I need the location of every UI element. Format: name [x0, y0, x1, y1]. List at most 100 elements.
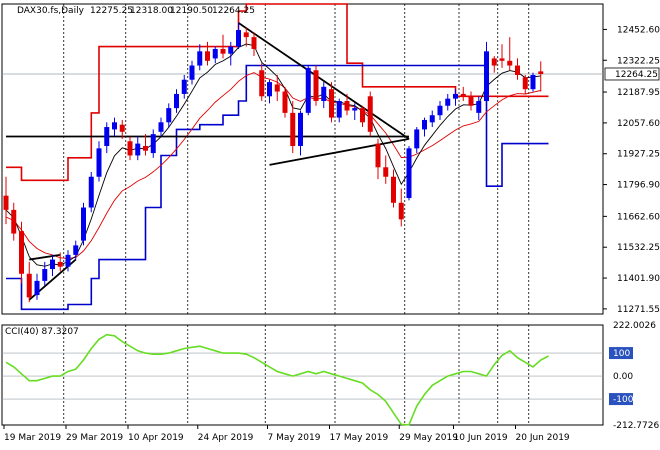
candle-body — [251, 37, 257, 49]
candle-body — [65, 254, 71, 267]
candle-body — [197, 51, 203, 66]
candle-body — [158, 122, 164, 132]
date-label: 19 Mar 2019 — [4, 433, 61, 443]
candle-body — [135, 143, 141, 156]
candle-body — [344, 101, 350, 111]
chart-header-close: 12264.25 — [212, 6, 255, 16]
candle-body — [119, 124, 125, 132]
date-label: 10 Apr 2019 — [128, 433, 184, 443]
date-label: 29 Mar 2019 — [66, 433, 123, 443]
cci-label: CCI(40) 87.3207 — [5, 327, 79, 337]
chart-header-high: 12318.00 — [130, 6, 173, 16]
price-tick-label: 11532.25 — [617, 243, 660, 253]
cci-panel — [2, 333, 603, 426]
candle-body — [212, 48, 218, 59]
candle-body — [127, 141, 133, 156]
candle-body — [414, 129, 420, 149]
slow-moving-average — [5, 72, 541, 259]
candle-body — [26, 273, 32, 298]
candle-body — [174, 93, 179, 109]
date-label: 20 Jun 2019 — [516, 433, 570, 443]
price-tick-label: 11796.90 — [617, 181, 660, 191]
candle-body — [484, 51, 489, 102]
cci-tick-label: 0.00 — [613, 372, 633, 382]
candle-body — [50, 259, 55, 270]
candle-body — [437, 105, 443, 116]
price-tick-label: 12452.60 — [617, 25, 660, 35]
candle-body — [73, 245, 79, 255]
cci-tick-label: 100 — [613, 349, 630, 359]
candle-body — [329, 89, 334, 118]
candle-body — [298, 112, 303, 146]
candle-body — [360, 108, 365, 123]
candle-body — [367, 96, 373, 132]
date-label: 24 Apr 2019 — [198, 433, 254, 443]
candle-body — [205, 51, 210, 61]
candle-body — [88, 176, 94, 208]
date-label: 29 May 2019 — [399, 433, 458, 443]
candle-body — [57, 261, 63, 267]
cci-tick-label: 222.0026 — [613, 321, 656, 331]
price-tick-label: 12322.25 — [617, 56, 660, 66]
candle-body — [391, 176, 396, 203]
current-price-tag — [604, 67, 660, 81]
candle-body — [11, 209, 17, 234]
candle-body — [243, 32, 249, 38]
lower-channel-line — [6, 64, 549, 311]
candle-body — [460, 93, 466, 97]
candle-body — [282, 91, 288, 113]
price-tick-label: 11401.90 — [617, 274, 660, 284]
candle-body — [259, 70, 265, 97]
candle-body — [274, 84, 280, 92]
candle-body — [336, 101, 342, 118]
cci-tick-label: -212.7726 — [613, 421, 659, 431]
candle-body — [236, 30, 241, 47]
cci-level-tag — [609, 347, 633, 360]
price-tick-label: 12057.60 — [617, 119, 660, 129]
date-label: 17 May 2019 — [330, 433, 389, 443]
candle-body — [181, 79, 187, 94]
fast-moving-average — [5, 43, 541, 267]
candle-body — [34, 280, 40, 296]
candle-body — [468, 96, 474, 106]
candle-body — [429, 115, 435, 123]
candle-body — [398, 202, 404, 220]
candle-body — [150, 134, 156, 154]
candle-body — [352, 108, 358, 111]
candle-body — [499, 58, 505, 61]
candle-body — [522, 77, 528, 90]
cci-panel-frame — [1, 324, 604, 426]
candle-body — [453, 93, 458, 99]
candle-body — [112, 122, 117, 130]
price-panel — [2, 3, 603, 311]
trendline — [269, 138, 410, 166]
price-tick-label: 12187.95 — [617, 88, 660, 98]
axis-layer: 12452.60 12322.25 12187.95 12057.60 11927.25… — [3, 25, 660, 443]
date-label: 10 Jun 2019 — [454, 433, 508, 443]
candle-body — [476, 101, 482, 113]
cci-tick-label: -100 — [613, 395, 634, 405]
price-tick-label: 11271.55 — [617, 305, 660, 315]
candle-body — [530, 74, 536, 90]
candle-body — [422, 119, 427, 130]
candle-body — [189, 65, 195, 80]
trendline — [237, 22, 410, 140]
candle-body — [166, 108, 172, 123]
chart-header-low: 12190.50 — [170, 6, 213, 16]
candle-body — [104, 127, 110, 146]
candle-body — [305, 67, 311, 113]
candle-body — [19, 231, 24, 274]
price-tick-label: 11662.60 — [617, 212, 660, 222]
candle-body — [507, 60, 513, 66]
candle-body — [375, 143, 381, 168]
trendline — [29, 253, 61, 261]
candle-body — [267, 82, 272, 97]
candle-body — [143, 145, 148, 151]
candle-body — [228, 46, 234, 54]
chart-header-open: 12275.25 — [90, 6, 133, 16]
candle-body — [445, 98, 451, 106]
chart-header-symbol: DAX30.fs,Daily — [17, 6, 85, 16]
cci-line — [5, 333, 549, 426]
